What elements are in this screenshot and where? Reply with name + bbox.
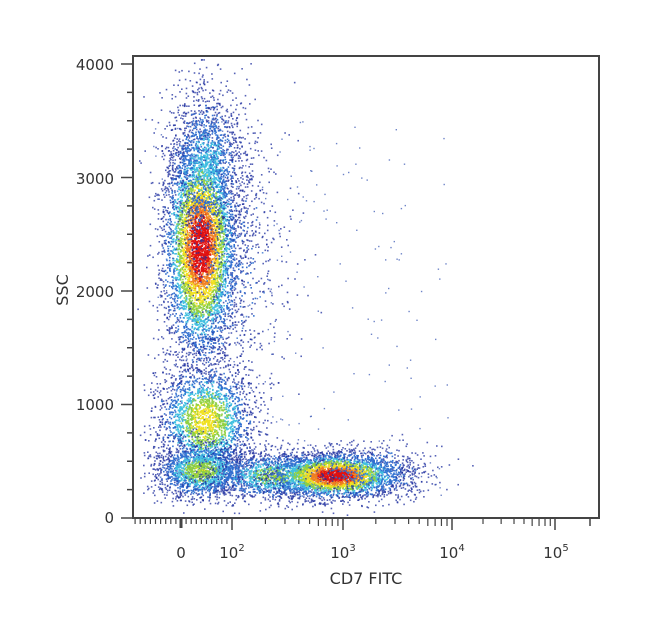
y-tick-label: 0 <box>104 509 114 527</box>
y-tick-label: 3000 <box>76 170 114 188</box>
y-axis-ticks <box>121 63 133 519</box>
y-tick-label: 1000 <box>76 396 114 414</box>
x-axis-ticks <box>134 518 591 530</box>
y-axis-label: SSC <box>53 274 72 305</box>
x-tick-label: 0 <box>176 544 186 562</box>
x-axis-label: CD7 FITC <box>330 569 403 588</box>
scatter-points <box>137 59 474 516</box>
x-tick-label: 105 <box>543 543 568 562</box>
x-tick-label: 104 <box>439 543 464 562</box>
x-tick-label: 102 <box>219 543 244 562</box>
x-tick-label: 103 <box>330 543 355 562</box>
y-tick-label: 2000 <box>76 283 114 301</box>
y-tick-label: 4000 <box>76 56 114 74</box>
plot-frame <box>132 55 600 519</box>
